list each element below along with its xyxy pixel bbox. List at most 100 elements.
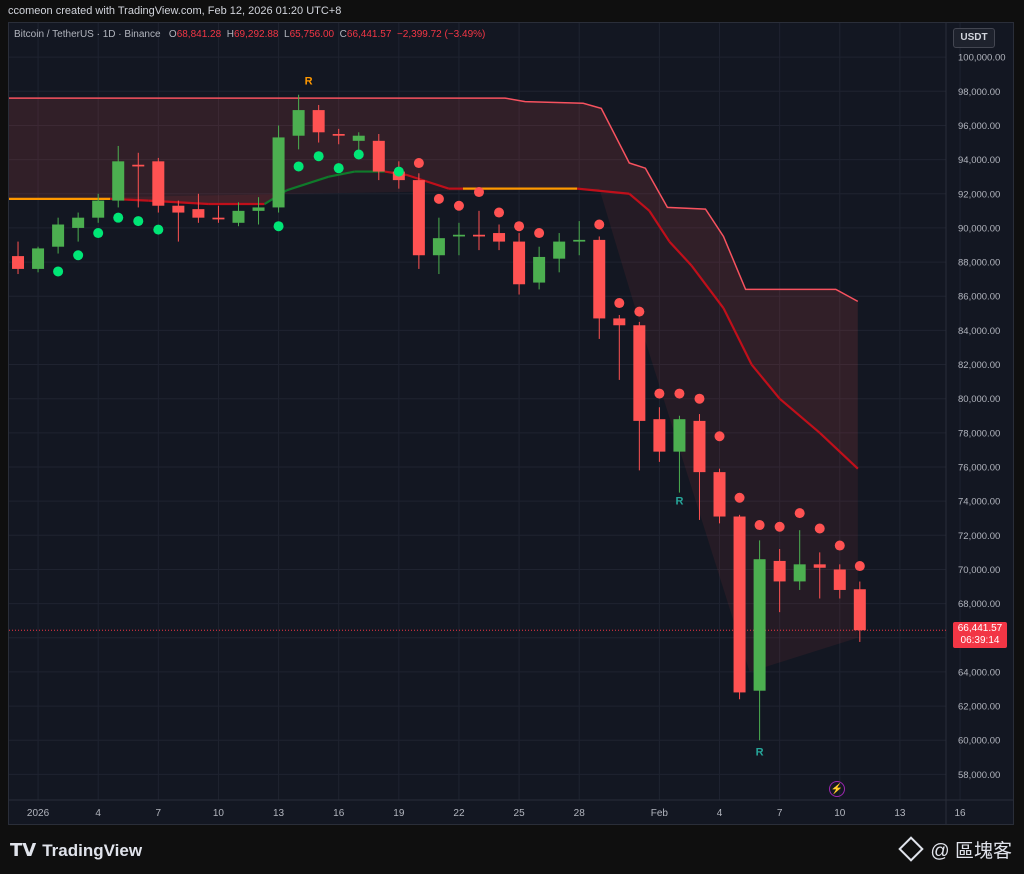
sar-dot — [474, 187, 485, 198]
sar-dot — [433, 193, 444, 204]
sar-dot — [634, 306, 645, 317]
candle-body — [332, 134, 345, 136]
mid-line-segment — [778, 397, 821, 434]
sar-dot — [714, 431, 725, 442]
price-tick-label: 72,000.00 — [958, 531, 1000, 542]
sar-dot — [754, 520, 765, 531]
chart-panel[interactable]: R R R 58,000.00 60,000.00 62,000.00 64,000.00 6… — [8, 22, 1014, 825]
sar-dot — [313, 151, 324, 162]
time-tick-label: 28 — [574, 808, 586, 819]
top-caption-bar: ccomeon created with TradingView.com, Fe… — [0, 0, 1024, 22]
candle-body — [72, 217, 85, 228]
candle-body — [533, 256, 546, 283]
sar-dot — [273, 221, 284, 232]
candle-body — [853, 589, 866, 631]
candle-body — [272, 137, 285, 208]
price-tick-label: 96,000.00 — [958, 121, 1000, 132]
price-tick-label: 98,000.00 — [958, 87, 1000, 98]
close-value: 66,441.57 — [346, 29, 392, 40]
change-value: −2,399.72 (−3.49%) — [396, 29, 486, 40]
mid-line-segment — [577, 187, 630, 195]
candle-body — [613, 318, 626, 326]
mid-line-segment — [628, 192, 651, 212]
candle-body — [92, 200, 105, 218]
candle-body — [473, 234, 486, 237]
sar-dot — [614, 298, 625, 309]
lightning-icon[interactable]: ⚡ — [829, 781, 845, 797]
candle-body — [513, 241, 526, 285]
candle-body — [773, 560, 786, 582]
upper-band-line — [9, 97, 859, 303]
price-tick-label: 74,000.00 — [958, 497, 1000, 508]
candle-body — [52, 224, 65, 247]
time-tick-label: 19 — [393, 808, 405, 819]
sar-dot — [674, 388, 685, 399]
mid-line-segment — [406, 173, 450, 190]
candle-body — [372, 140, 385, 172]
symbol-title[interactable]: Bitcoin / TetherUS · 1D · Binance — [14, 29, 161, 40]
candle-body — [793, 564, 806, 582]
open-key: O — [168, 29, 177, 40]
open-value: 68,841.28 — [176, 29, 222, 40]
sar-dot — [854, 561, 865, 572]
last-price-value: 66,441.57 — [957, 623, 1003, 634]
price-tick-label: 58,000.00 — [958, 770, 1000, 781]
candle-body — [212, 217, 225, 220]
candle-body — [192, 209, 205, 218]
candle-body — [573, 239, 586, 242]
candle-body — [412, 180, 425, 256]
time-tick-label: 7 — [777, 808, 783, 819]
candle-body — [152, 161, 165, 206]
sar-dot — [534, 228, 545, 239]
low-value: 65,756.00 — [289, 29, 335, 40]
sar-dot — [594, 219, 605, 230]
candle-body — [172, 205, 185, 213]
candle-body — [432, 238, 445, 256]
mid-line-segment — [818, 432, 859, 470]
candle-body — [673, 419, 686, 452]
price-tick-label: 62,000.00 — [958, 702, 1000, 713]
candle-body — [633, 325, 646, 421]
mid-line-segment — [750, 363, 781, 400]
reversal-label: R — [305, 75, 313, 87]
price-tick-label: 94,000.00 — [958, 155, 1000, 166]
time-tick-label: 13 — [273, 808, 285, 819]
tradingview-logo-text: TradingView — [42, 841, 143, 860]
candle-body — [132, 164, 145, 167]
candle-body — [653, 419, 666, 452]
reversal-label: R — [675, 496, 683, 508]
channel-fill-lower — [9, 171, 858, 672]
candle-body — [593, 239, 606, 319]
high-value: 69,292.88 — [233, 29, 279, 40]
binance-diamond-icon — [898, 836, 925, 862]
sar-dot — [353, 149, 364, 160]
candle-body — [252, 207, 265, 211]
candle-body — [553, 241, 566, 259]
sar-dot — [794, 508, 805, 519]
time-tick-label: 16 — [954, 808, 966, 819]
time-tick-label: 25 — [514, 808, 526, 819]
candle-body — [12, 256, 25, 269]
sar-dot — [494, 207, 505, 218]
low-key: L — [284, 29, 290, 40]
sar-dot — [694, 393, 705, 404]
currency-button[interactable]: USDT — [953, 28, 995, 48]
candle-body — [292, 110, 305, 136]
price-chart[interactable]: R R R 58,000.00 60,000.00 62,000.00 64,000.00 6… — [9, 23, 1013, 824]
candle-body — [833, 569, 846, 590]
sar-dot — [93, 228, 104, 239]
price-tick-label: 80,000.00 — [958, 394, 1000, 405]
candle-body — [693, 420, 706, 473]
sar-dot — [834, 540, 845, 551]
creator-caption: ccomeon created with TradingView.com, Fe… — [8, 5, 342, 17]
mid-line-segment — [690, 264, 725, 309]
price-tick-label: 60,000.00 — [958, 736, 1000, 747]
candle-body — [753, 559, 766, 691]
sar-dot — [413, 158, 424, 169]
mid-line-segment — [328, 170, 355, 178]
sar-dot — [293, 161, 304, 172]
price-tick-label: 64,000.00 — [958, 667, 1000, 678]
candle-body — [452, 234, 465, 237]
candle-body — [312, 110, 325, 133]
sar-dot — [654, 388, 665, 399]
